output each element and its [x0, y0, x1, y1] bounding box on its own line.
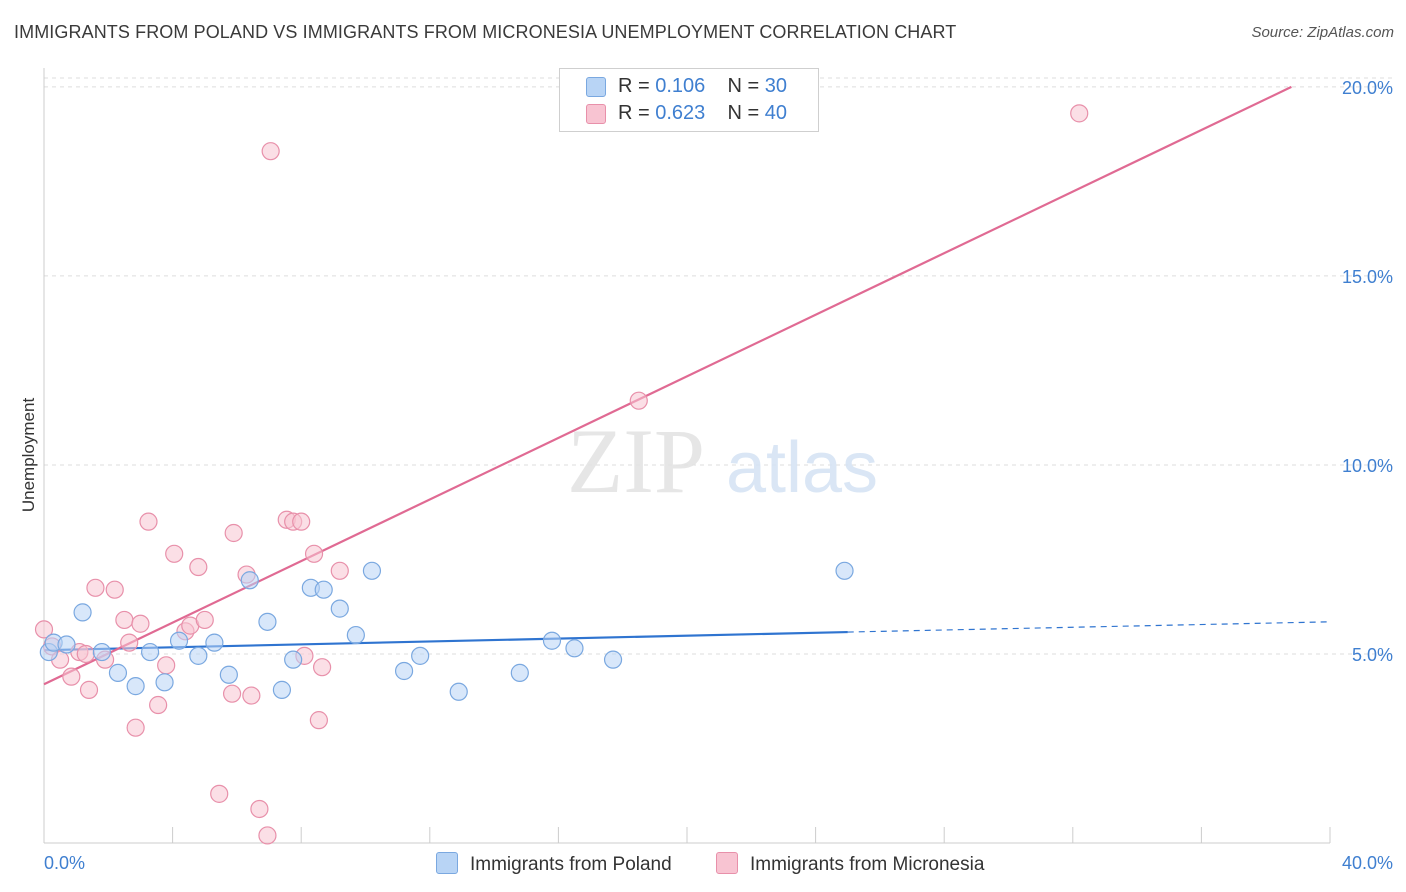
poland-point: [73, 603, 92, 622]
micronesia-point: [157, 656, 176, 675]
micronesia-point: [224, 523, 243, 543]
micronesia-point: [258, 826, 277, 845]
x-tick-label: 0.0%: [44, 853, 85, 873]
poland-point: [108, 663, 128, 682]
poland-point: [240, 571, 259, 590]
micronesia-n-label: N =: [727, 102, 765, 124]
poland-trend-line: [43, 630, 848, 652]
poland-point: [155, 673, 174, 692]
bottom-legend-poland: Immigrants from Poland: [436, 852, 672, 876]
poland-point: [219, 665, 238, 684]
source-label: Source: ZipAtlas.com: [1251, 24, 1394, 41]
micronesia-point: [76, 644, 95, 664]
poland-point: [510, 663, 529, 682]
watermark: ZIP atlas: [567, 410, 878, 512]
poland-r-value: 0.106: [655, 75, 706, 97]
micronesia-swatch: [586, 104, 606, 124]
micronesia-point: [250, 799, 269, 819]
bottom-micronesia-label: Immigrants from Micronesia: [750, 854, 985, 875]
micronesia-point: [105, 580, 124, 599]
poland-point: [169, 631, 189, 650]
poland-point: [835, 561, 854, 580]
axes: [43, 68, 1331, 844]
poland-point: [565, 639, 584, 658]
poland-n-label: N =: [727, 75, 765, 97]
poland-point: [284, 650, 303, 669]
bottom-micronesia-swatch: [716, 852, 738, 874]
micronesia-point: [312, 658, 332, 677]
micronesia-trend-line: [43, 85, 1292, 686]
poland-point: [449, 682, 468, 701]
poland-swatch: [586, 77, 606, 97]
y-tick-labels: 5.0% 10.0% 15.0% 20.0%: [1342, 78, 1393, 665]
micronesia-point: [1070, 104, 1089, 123]
micronesia-point: [309, 711, 328, 730]
poland-point: [314, 580, 333, 599]
poland-point: [126, 677, 145, 696]
micronesia-point: [79, 680, 99, 699]
trend-lines: [43, 85, 1329, 686]
data-points: [34, 104, 1089, 845]
poland-point: [258, 612, 277, 631]
poland-point: [362, 561, 382, 580]
y-tick-label: 20.0%: [1342, 78, 1393, 98]
micronesia-point: [139, 512, 158, 531]
poland-point: [140, 642, 160, 662]
micronesia-r-label: R =: [618, 102, 656, 124]
poland-point: [603, 650, 623, 669]
micronesia-point: [222, 684, 242, 703]
poland-trend-extension: [847, 621, 1329, 633]
micronesia-point: [330, 561, 349, 580]
micronesia-point: [165, 544, 184, 563]
poland-point: [330, 599, 349, 618]
micronesia-point: [242, 686, 261, 705]
bottom-poland-swatch: [436, 852, 458, 874]
poland-n-value: 30: [764, 75, 788, 97]
micronesia-point: [304, 544, 324, 563]
micronesia-point: [292, 512, 311, 531]
micronesia-point: [629, 391, 648, 410]
poland-point: [542, 631, 562, 650]
micronesia-point: [210, 784, 229, 803]
micronesia-point: [189, 557, 208, 577]
poland-point: [92, 642, 111, 662]
micronesia-r-value: 0.623: [655, 102, 706, 124]
bottom-poland-label: Immigrants from Poland: [470, 854, 672, 875]
x-tick-labels: 0.0% 40.0%: [44, 853, 1393, 873]
poland-r-label: R =: [618, 75, 656, 97]
micronesia-point: [120, 633, 139, 652]
poland-point: [189, 646, 208, 665]
watermark-zip: ZIP: [567, 410, 705, 512]
micronesia-point: [86, 578, 105, 597]
poland-point: [346, 625, 365, 645]
bottom-legend-micronesia: Immigrants from Micronesia: [716, 852, 984, 876]
y-tick-label: 15.0%: [1342, 267, 1393, 287]
micronesia-point: [115, 610, 134, 630]
y-tick-label: 5.0%: [1352, 645, 1393, 665]
poland-point: [272, 680, 292, 699]
micronesia-point: [261, 142, 280, 161]
micronesia-point: [62, 667, 81, 686]
micronesia-point: [126, 718, 145, 737]
micronesia-n-value: 40: [764, 102, 788, 124]
chart-title: IMMIGRANTS FROM POLAND VS IMMIGRANTS FRO…: [14, 22, 957, 42]
poland-point: [205, 633, 224, 652]
poland-point: [394, 661, 414, 681]
stats-legend: R = 0.106 N = 30 R = 0.623 N = 40: [559, 68, 819, 132]
micronesia-point: [34, 620, 54, 639]
x-tick-label: 40.0%: [1342, 853, 1393, 873]
micronesia-point: [195, 610, 214, 630]
poland-point: [57, 635, 76, 654]
y-tick-label: 10.0%: [1342, 456, 1393, 476]
micronesia-point: [131, 614, 150, 633]
micronesia-point: [149, 695, 168, 715]
y-axis-title: Unemployment: [19, 398, 38, 513]
poland-point: [411, 646, 430, 665]
watermark-atlas: atlas: [726, 428, 878, 508]
